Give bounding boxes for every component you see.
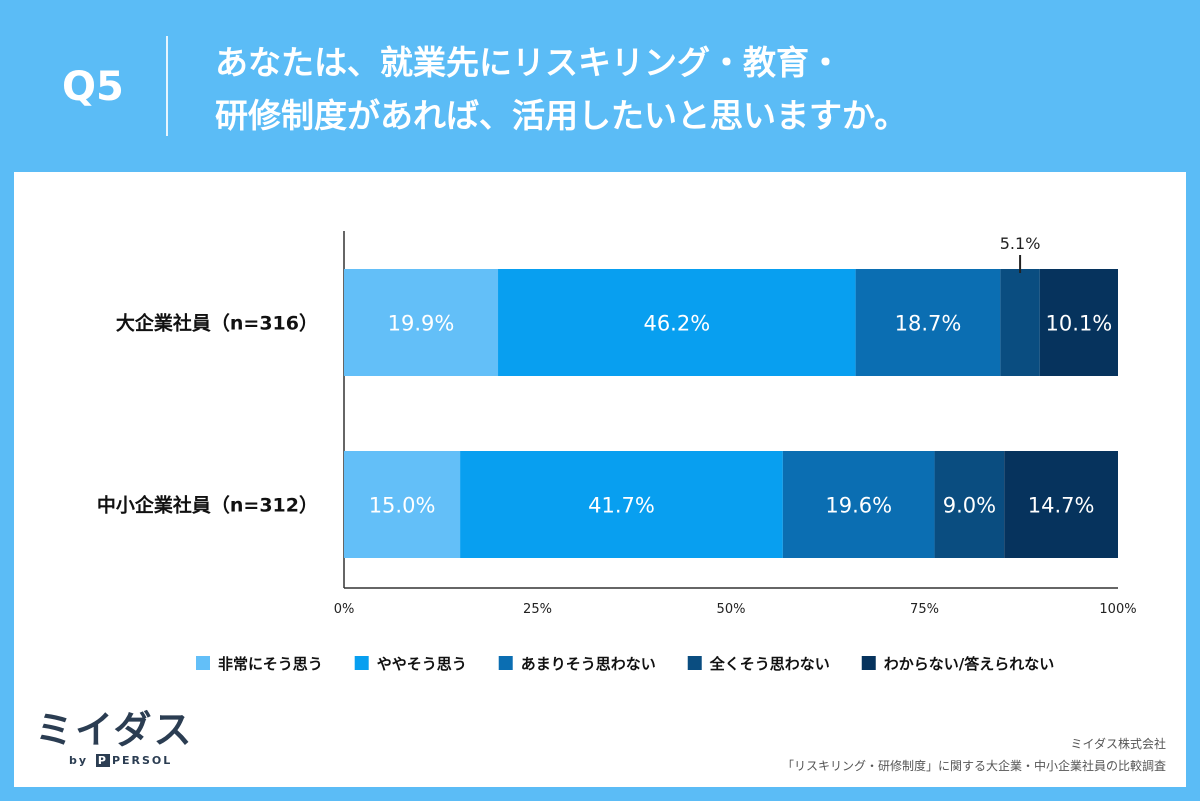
source-note: ミイダス株式会社 「リスキリング・研修制度」に関する大企業・中小企業社員の比較調… — [782, 733, 1166, 777]
x-tick-label-2: 50% — [717, 602, 746, 617]
legend-swatch-1 — [354, 656, 369, 670]
bar-segment-0-4 — [1039, 269, 1118, 376]
legend-label-1: ややそう思う — [377, 655, 467, 673]
data-label-1-2: 19.6% — [825, 494, 892, 518]
logo-byline: by P PERSOL — [69, 754, 193, 767]
bar-segment-1-3 — [934, 451, 1005, 558]
data-label-0-0: 19.9% — [388, 312, 455, 336]
category-label-1: 中小企業社員（n=312） — [97, 494, 318, 517]
bar-segment-1-0 — [344, 451, 461, 558]
legend-swatch-0 — [196, 656, 210, 670]
x-tick-label-0: 0% — [334, 602, 355, 617]
logo-by: by — [69, 754, 89, 767]
data-label-0-2: 18.7% — [895, 312, 962, 336]
x-tick-label-4: 100% — [1099, 602, 1136, 617]
data-label-0-4: 10.1% — [1046, 312, 1113, 336]
bar-segment-1-2 — [782, 451, 935, 558]
persol-mark-icon: P — [95, 754, 110, 767]
legend-swatch-3 — [687, 656, 702, 670]
legend-label-3: 全くそう思わない — [709, 655, 830, 673]
bar-segment-1-4 — [1004, 451, 1118, 558]
legend-label-4: わからない/答えられない — [884, 655, 1054, 673]
question-line-2: 研修制度があれば、活用したいと思いますか。 — [215, 96, 908, 135]
data-label-1-3: 9.0% — [943, 494, 996, 518]
data-label-1-1: 41.7% — [588, 494, 655, 518]
x-tick-label-3: 75% — [910, 602, 939, 617]
logo-wordmark: ミイダス — [35, 708, 194, 752]
legend-label-0: 非常にそう思う — [218, 655, 323, 673]
data-label-1-4: 14.7% — [1028, 494, 1095, 518]
source-company: ミイダス株式会社 — [1070, 737, 1166, 751]
miidas-logo: ミイダス by P PERSOL — [35, 710, 193, 767]
question-text: あなたは、就業先にリスキリング・教育・ 研修制度があれば、活用したいと思いますか… — [215, 36, 907, 142]
bar-segment-0-0 — [344, 269, 499, 376]
header-divider — [166, 36, 168, 136]
source-survey: 「リスキリング・研修制度」に関する大企業・中小企業社員の比較調査 — [781, 759, 1166, 773]
data-label-0-1: 46.2% — [643, 312, 710, 336]
legend-swatch-2 — [498, 656, 513, 670]
legend-swatch-4 — [861, 656, 876, 670]
callout-label: 5.1% — [1000, 234, 1041, 253]
header: Q5 あなたは、就業先にリスキリング・教育・ 研修制度があれば、活用したいと思い… — [0, 0, 1200, 170]
question-number: Q5 — [62, 64, 124, 110]
legend-label-2: あまりそう思わない — [521, 655, 656, 673]
x-tick-label-1: 25% — [523, 602, 552, 617]
bar-segment-1-1 — [460, 451, 783, 558]
category-label-0: 大企業社員（n=316） — [116, 312, 318, 335]
logo-brand: PERSOL — [111, 754, 173, 767]
bar-segment-0-2 — [855, 269, 1001, 376]
bar-segment-0-3 — [1000, 269, 1040, 376]
bar-segment-0-1 — [498, 269, 856, 376]
data-label-1-0: 15.0% — [369, 494, 436, 518]
question-line-1: あなたは、就業先にリスキリング・教育・ — [215, 43, 842, 82]
